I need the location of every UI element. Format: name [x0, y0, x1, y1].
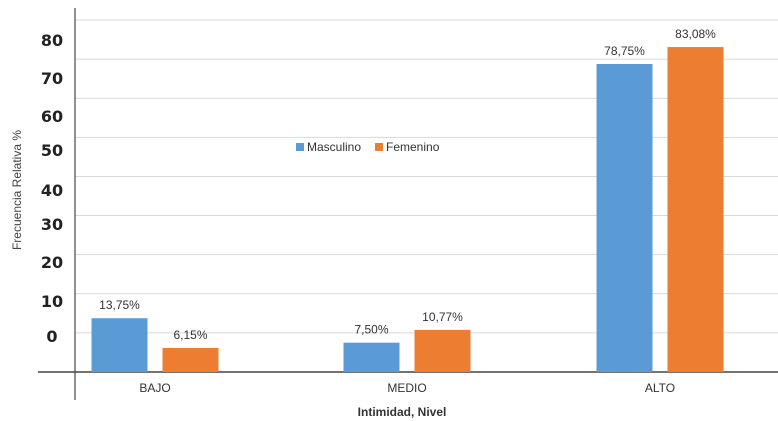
legend: Masculino Femenino	[296, 140, 440, 154]
bar-femenino-bajo	[162, 347, 219, 372]
y-tick-label: 40	[41, 181, 63, 200]
category-label-alto: ALTO	[645, 381, 675, 395]
y-tick-label: 0	[46, 327, 57, 346]
data-label: 83,08%	[675, 27, 716, 41]
category-label-medio: MEDIO	[387, 381, 426, 395]
y-tick-labels: 0 10 20 30 40 50 60 70 80	[41, 31, 63, 346]
x-axis-title: Intimidad, Nivel	[358, 405, 447, 419]
data-label: 10,77%	[422, 310, 463, 324]
y-tick-label: 10	[41, 292, 63, 311]
data-labels: 13,75% 6,15% 7,50% 10,77% 78,75% 83,08%	[99, 27, 716, 342]
bar-femenino-medio	[414, 329, 471, 372]
data-label: 6,15%	[173, 328, 207, 342]
y-tick-label: 70	[41, 69, 63, 88]
data-label: 13,75%	[99, 298, 140, 312]
bar-masculino-medio	[343, 342, 400, 372]
gridlines	[75, 19, 778, 334]
legend-swatch-masculino	[296, 143, 304, 151]
legend-swatch-femenino	[375, 143, 383, 151]
legend-label-masculino: Masculino	[307, 140, 361, 154]
category-label-bajo: BAJO	[139, 381, 170, 395]
y-tick-label: 60	[41, 107, 63, 126]
y-tick-label: 50	[41, 141, 63, 160]
category-labels: BAJO MEDIO ALTO	[139, 381, 675, 395]
bar-femenino-alto	[667, 47, 724, 373]
y-tick-label: 80	[41, 31, 63, 50]
legend-label-femenino: Femenino	[386, 140, 440, 154]
y-tick-label: 20	[41, 253, 63, 272]
bar-masculino-alto	[596, 64, 653, 372]
data-label: 78,75%	[604, 44, 645, 58]
y-tick-label: 30	[41, 215, 63, 234]
y-axis-title: Frecuencia Relativa %	[10, 130, 24, 250]
bars	[91, 47, 724, 373]
data-label: 7,50%	[354, 323, 388, 337]
bar-masculino-bajo	[91, 318, 148, 372]
